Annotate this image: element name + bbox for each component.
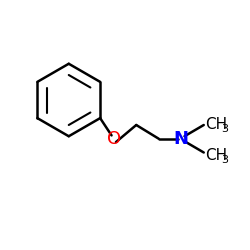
Text: O: O	[107, 130, 121, 148]
Text: CH: CH	[205, 117, 227, 132]
Text: CH: CH	[205, 148, 227, 163]
Text: N: N	[174, 130, 189, 148]
Text: 3: 3	[221, 124, 228, 134]
Text: 3: 3	[221, 155, 228, 165]
